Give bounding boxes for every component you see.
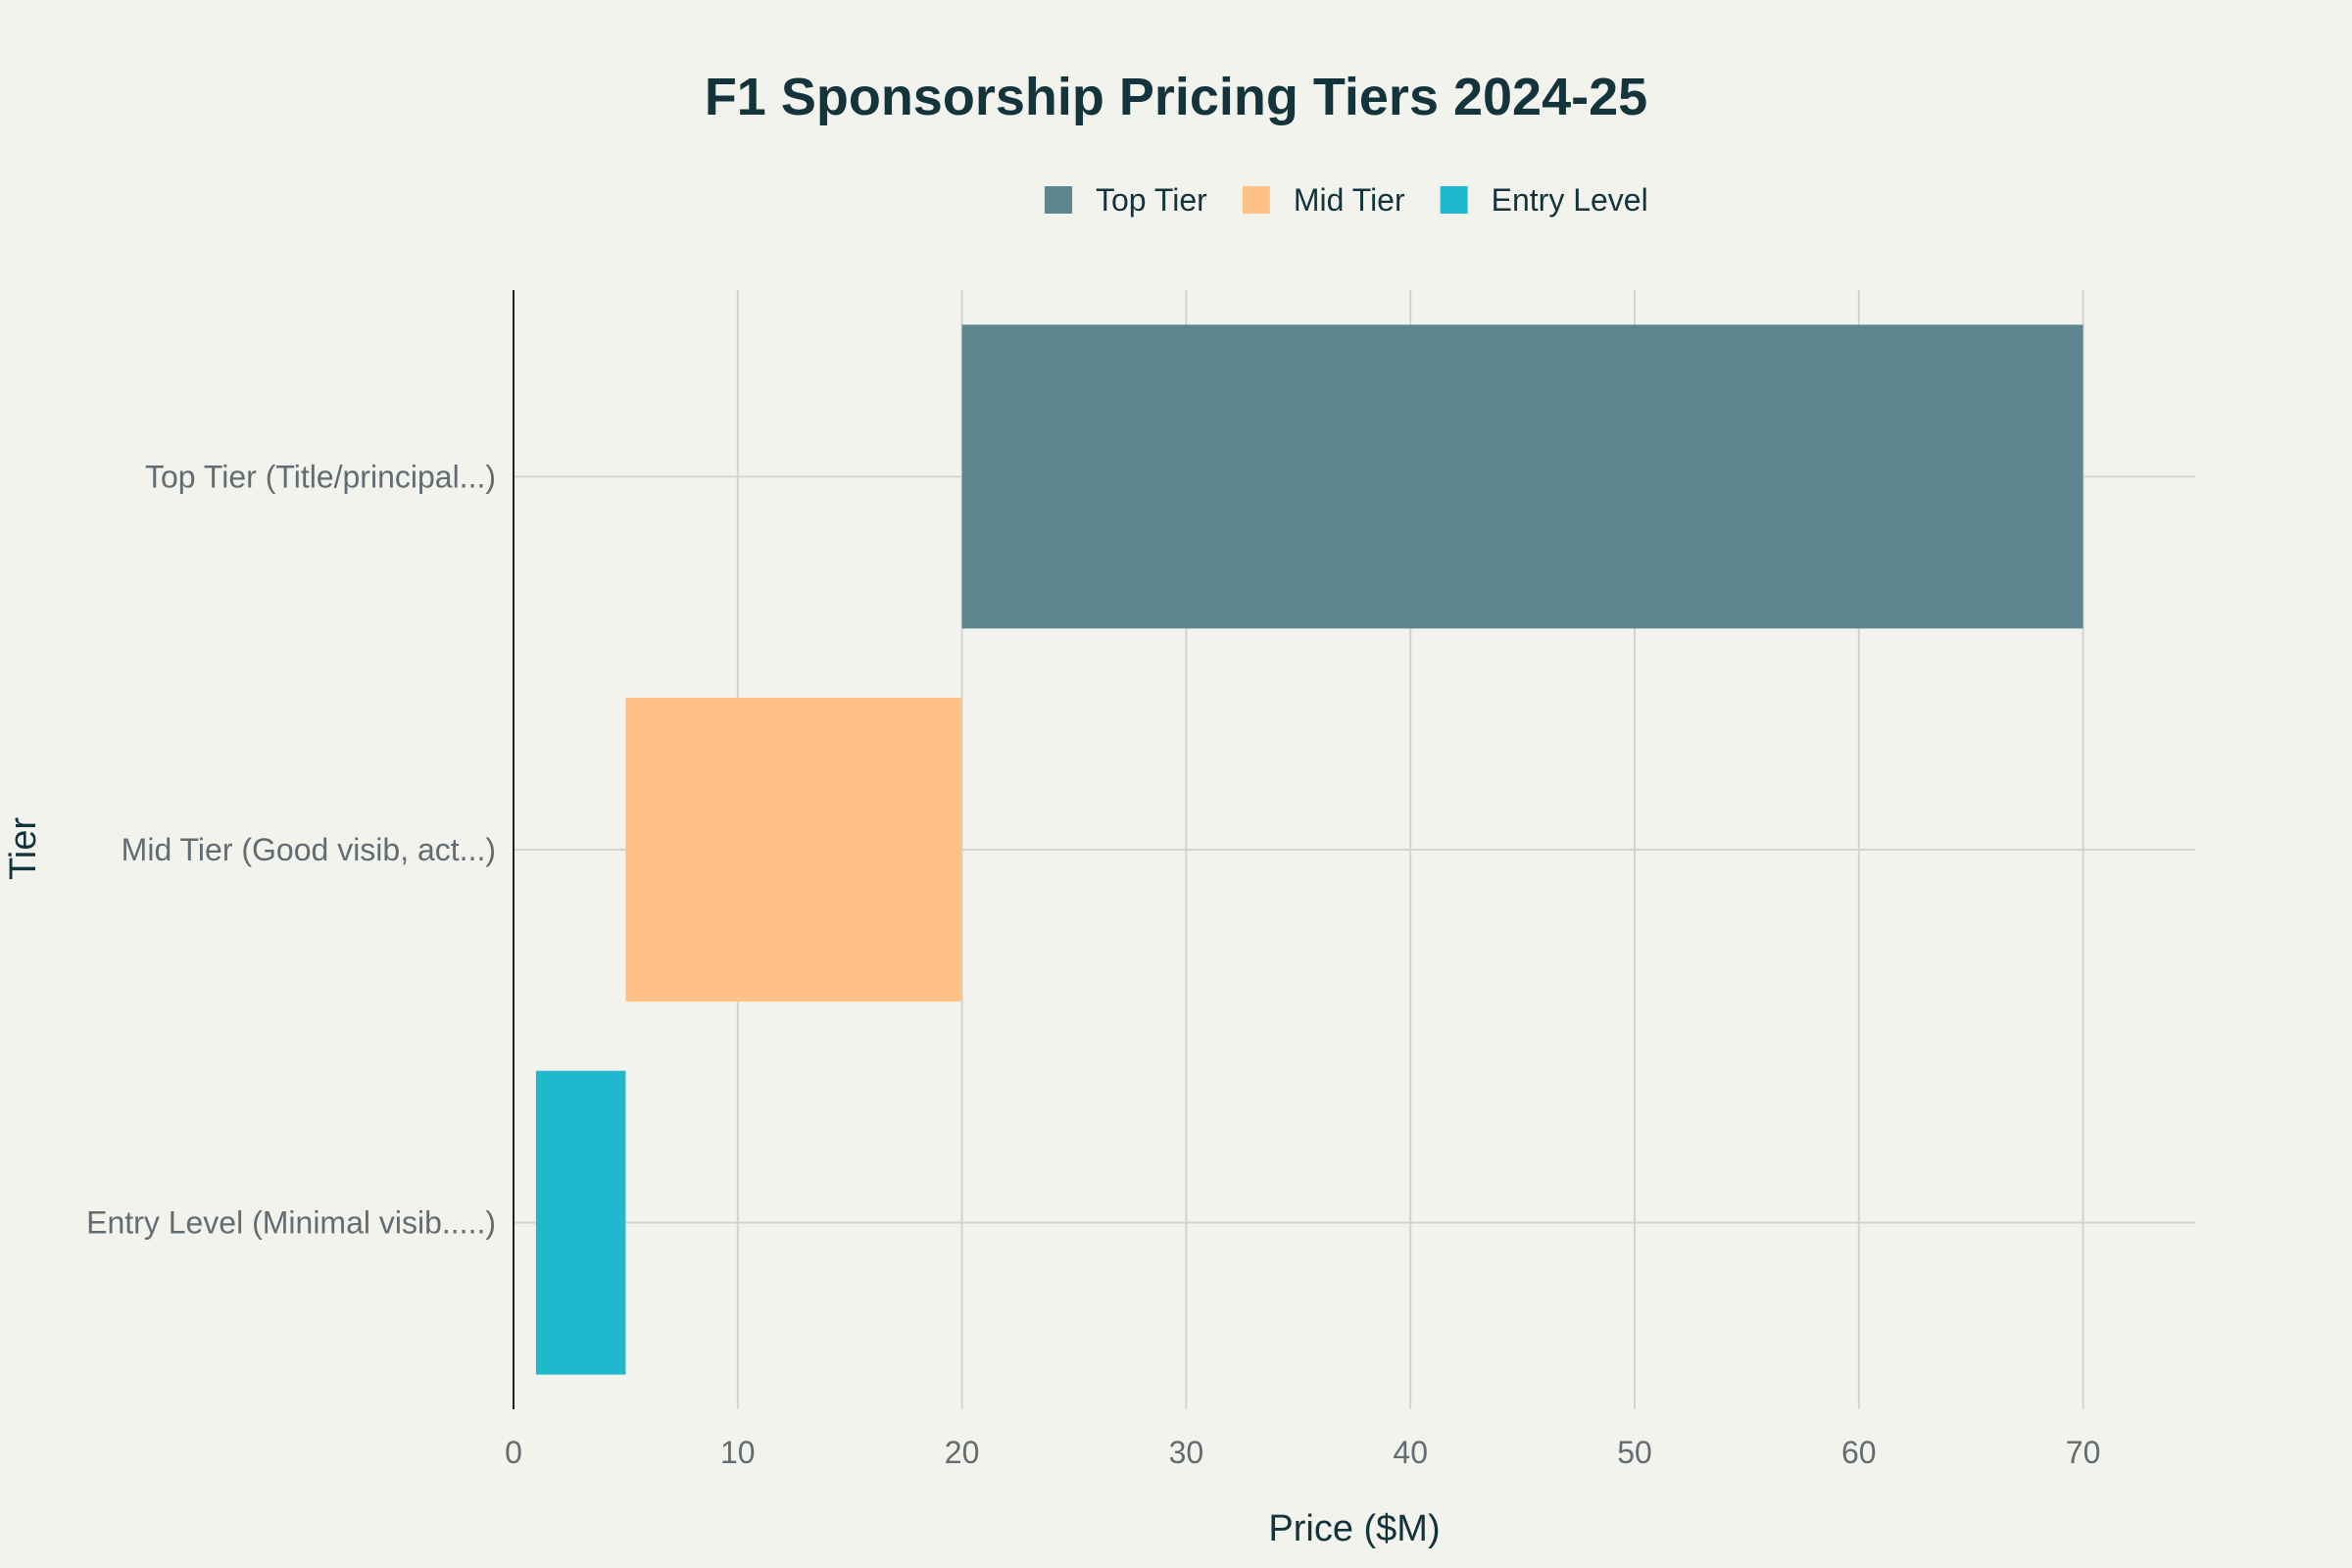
- bar-mid-tier[interactable]: [625, 698, 962, 1002]
- x-tick-label: 60: [1841, 1435, 1877, 1470]
- x-axis-label: Price ($M): [1268, 1508, 1440, 1549]
- x-tick-label: 20: [945, 1435, 980, 1470]
- x-tick-label: 30: [1169, 1435, 1204, 1470]
- legend-swatch: [1440, 186, 1468, 214]
- y-axis-ticks: Top Tier (Title/principal...) Mid Tier (G…: [86, 459, 496, 1240]
- x-tick-label: 70: [2066, 1435, 2101, 1470]
- plot-area: [535, 324, 2083, 1375]
- y-tick-label: Entry Level (Minimal visib.....): [86, 1205, 496, 1241]
- legend-label: Entry Level: [1492, 182, 1648, 218]
- y-tick-label: Mid Tier (Good visib, act...): [122, 832, 496, 867]
- legend-label: Mid Tier: [1294, 182, 1405, 218]
- legend: Top Tier Mid Tier Entry Level: [1045, 182, 1648, 218]
- legend-swatch: [1045, 186, 1072, 214]
- chart-title: F1 Sponsorship Pricing Tiers 2024-25: [705, 68, 1647, 126]
- legend-swatch: [1242, 186, 1270, 214]
- y-tick-label: Top Tier (Title/principal...): [145, 459, 496, 494]
- x-axis-ticks: 0 10 20 30 40 50 60 70: [505, 1435, 2100, 1470]
- x-tick-label: 0: [505, 1435, 522, 1470]
- x-tick-label: 10: [720, 1435, 756, 1470]
- legend-item[interactable]: Mid Tier: [1242, 182, 1405, 218]
- legend-item[interactable]: Top Tier: [1045, 182, 1207, 218]
- bar-top-tier[interactable]: [961, 324, 2083, 629]
- legend-label: Top Tier: [1096, 182, 1207, 218]
- x-tick-label: 40: [1393, 1435, 1428, 1470]
- legend-item[interactable]: Entry Level: [1440, 182, 1648, 218]
- y-axis-label: Tier: [3, 817, 44, 880]
- bar-entry-level[interactable]: [535, 1070, 626, 1375]
- x-tick-label: 50: [1617, 1435, 1652, 1470]
